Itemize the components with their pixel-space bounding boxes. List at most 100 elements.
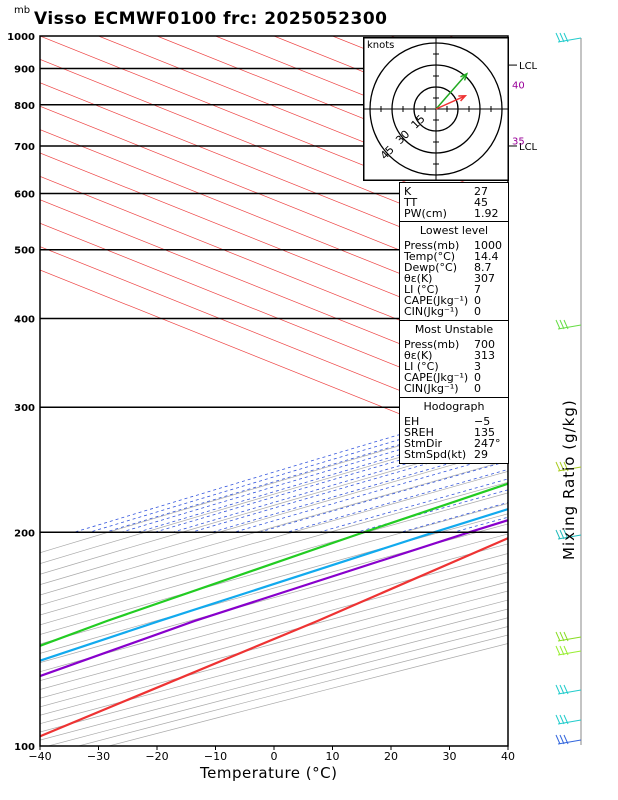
moist-adiabat — [89, 407, 508, 533]
y-tick-label: 300 — [14, 403, 35, 414]
wind-barb-flag — [559, 734, 565, 745]
index-value: 14.4 — [474, 250, 499, 263]
index-label: LI (°C) — [404, 360, 439, 373]
index-value: 27 — [474, 185, 488, 198]
isotherm-line — [40, 269, 508, 458]
index-row: CAPE(Jkg⁻¹) 0 — [400, 295, 508, 306]
index-row: EH −5 — [400, 416, 508, 427]
wind-barb-flag — [563, 645, 569, 656]
wind-barb — [557, 37, 582, 43]
wind-barb-flag — [555, 645, 561, 656]
index-value: 1.92 — [474, 207, 499, 220]
wind-barb-flag — [559, 645, 565, 656]
index-label: SREH — [404, 426, 434, 439]
index-row: CIN(Jkg⁻¹) 0 — [400, 306, 508, 317]
index-label: Press(mb) — [404, 338, 460, 351]
y-tick-label: 400 — [14, 315, 35, 326]
hodograph-arrowhead — [460, 72, 469, 81]
wind-barb — [557, 636, 582, 642]
hodograph-unit-label: knots — [367, 40, 394, 51]
wind-barb-flag — [563, 734, 569, 745]
index-value: 313 — [474, 349, 495, 362]
index-value: −5 — [474, 415, 491, 428]
moist-adiabat — [590, 36, 618, 532]
index-label: CIN(Jkg⁻¹) — [404, 305, 459, 318]
index-value: 700 — [474, 338, 495, 351]
dry-adiabat — [40, 413, 508, 554]
y-tick-label: 100 — [14, 742, 35, 753]
wind-barb — [557, 466, 582, 472]
hodograph-vector — [435, 95, 466, 110]
sounding-line — [40, 482, 508, 648]
y-tick-label: 200 — [14, 528, 35, 539]
hodograph-heading: Hodograph — [400, 397, 508, 416]
index-label: θε(K) — [404, 272, 433, 285]
wind-barb-flag — [563, 529, 569, 540]
wind-barb-flag — [555, 32, 561, 43]
x-tick-label: 10 — [326, 750, 340, 763]
isotherm-line — [40, 152, 508, 341]
pressure-unit-label: mb — [14, 5, 31, 16]
x-tick-label: −10 — [204, 750, 227, 763]
wind-barb-flag — [559, 631, 565, 642]
isotherm-line — [40, 59, 508, 247]
index-label: Press(mb) — [404, 239, 460, 252]
y-tick-label: 1000 — [7, 32, 35, 43]
y-tick-label: 900 — [14, 64, 35, 75]
index-value: 1000 — [474, 239, 502, 252]
index-row: Temp(°C) 14.4 — [400, 251, 508, 262]
isotherm-line — [40, 82, 508, 271]
index-value: 7 — [474, 283, 481, 296]
x-tick-label: 30 — [443, 750, 457, 763]
right-annotation: 35 — [512, 137, 525, 148]
index-label: CAPE(Jkg⁻¹) — [404, 371, 469, 384]
right-annotation: 40 — [512, 80, 525, 91]
x-tick-label: −40 — [28, 750, 51, 763]
isotherm-line — [40, 129, 508, 318]
right-axis-label: Mixing Ratio (g/kg) — [560, 399, 578, 560]
dry-adiabat — [40, 425, 508, 564]
wind-barb-flag — [563, 684, 569, 695]
wind-barb-flag — [559, 684, 565, 695]
index-row: PW(cm) 1.92 — [400, 208, 508, 219]
lowest-level-table: Press(mb) 1000 Temp(°C) 14.4 Dewp(°C) 8.7 θε(K… — [400, 240, 508, 320]
index-value: 29 — [474, 448, 488, 461]
index-row: LI (°C) 3 — [400, 361, 508, 372]
most-unstable-table: Press(mb) 700 θε(K) 313 LI (°C) 3 CAPE(Jkg⁻¹) 0… — [400, 339, 508, 397]
index-label: CIN(Jkg⁻¹) — [404, 382, 459, 395]
isotherm-line — [567, 36, 618, 746]
wind-barb — [557, 324, 582, 330]
sounding-line — [40, 519, 508, 678]
index-label: StmDir — [404, 437, 443, 450]
wind-barb-profile — [555, 32, 582, 745]
index-value: 247° — [474, 437, 501, 450]
index-label: θε(K) — [404, 349, 433, 362]
isotherm-line — [98, 36, 508, 201]
moist-adiabat — [105, 412, 508, 533]
index-value: 45 — [474, 196, 488, 209]
index-row: StmSpd(kt) 29 — [400, 449, 508, 460]
index-value: 0 — [474, 294, 481, 307]
index-label: LI (°C) — [404, 283, 439, 296]
y-tick-label: 500 — [14, 246, 35, 257]
chart-title: Visso ECMWF0100 frc: 2025052300 — [34, 9, 388, 29]
x-tick-label: 20 — [384, 750, 398, 763]
index-row: CAPE(Jkg⁻¹) 0 — [400, 372, 508, 383]
index-row: θε(K) 307 — [400, 273, 508, 284]
index-row: Dewp(°C) 8.7 — [400, 262, 508, 273]
wind-barb — [557, 739, 582, 745]
index-row: LI (°C) 7 — [400, 284, 508, 295]
wind-barb-flag — [563, 319, 569, 330]
index-row: StmDir 247° — [400, 438, 508, 449]
wind-barb — [557, 650, 582, 656]
wind-barb — [557, 689, 582, 695]
wind-barb-flag — [555, 734, 561, 745]
lowest-level-heading: Lowest level — [400, 221, 508, 240]
index-value: 3 — [474, 360, 481, 373]
index-value: 0 — [474, 305, 481, 318]
index-label: Dewp(°C) — [404, 261, 457, 274]
wind-barb-flag — [563, 461, 569, 472]
